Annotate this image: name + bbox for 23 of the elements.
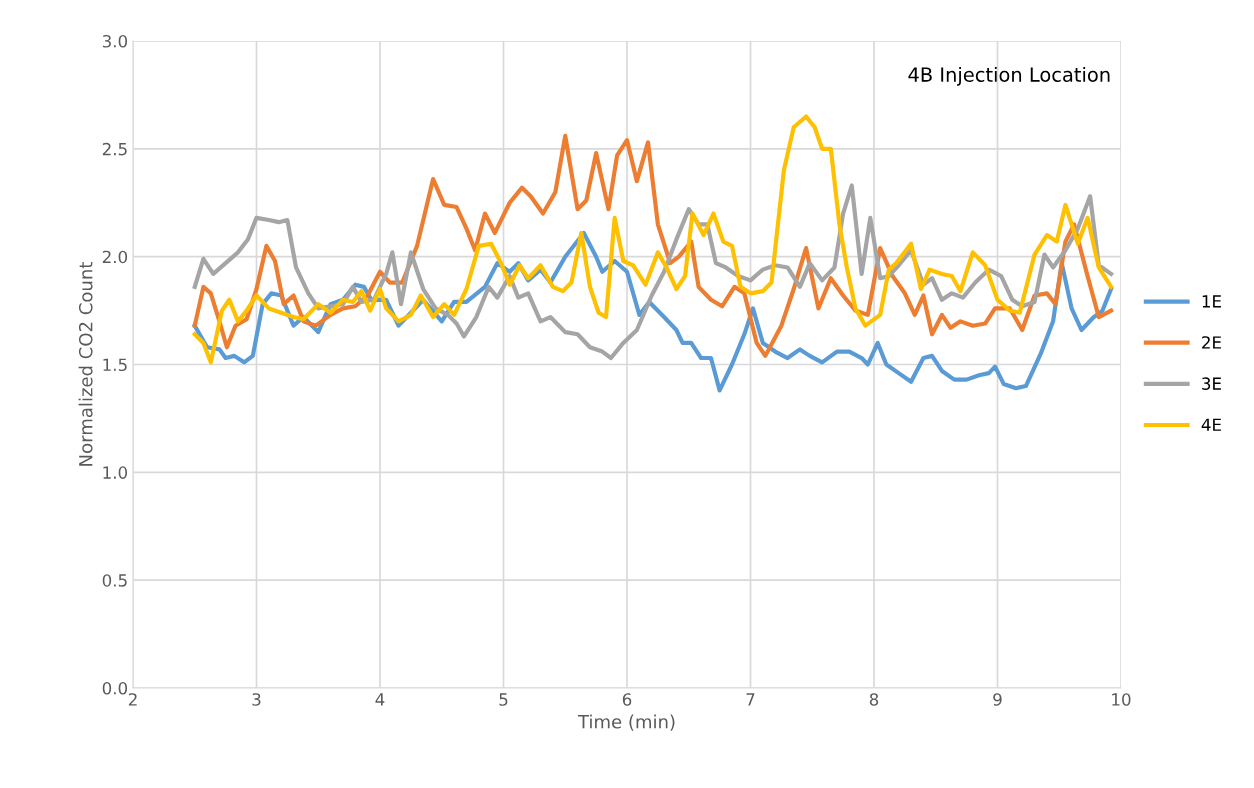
x-tick-label: 2 <box>128 693 137 706</box>
x-tick-label: 5 <box>499 693 508 706</box>
x-tick-label: 4 <box>375 693 385 706</box>
text: 4B Injection Location <box>908 66 1110 86</box>
x-axis-title: Time (min) <box>577 714 675 731</box>
y-tick-label: 0.0 <box>102 681 128 695</box>
y-tick-label: 2.0 <box>102 250 128 264</box>
y-tick-label: 3.0 <box>102 34 128 48</box>
y-tick-label: 2.5 <box>102 142 127 156</box>
legend-label: 4E <box>1201 418 1221 431</box>
x-tick-label: 8 <box>869 693 879 706</box>
legend-label: 1E <box>1202 295 1221 308</box>
legend-label: 2E <box>1202 336 1221 349</box>
y-axis-title: Normalized CO2 Count <box>78 262 93 466</box>
y-tick-label: 1.0 <box>103 466 128 479</box>
x-tick-label: 3 <box>252 693 261 706</box>
x-tick-label: 9 <box>993 693 1002 706</box>
y-tick-label: 1.5 <box>103 358 127 372</box>
x-tick-label: 10 <box>1112 693 1131 706</box>
y-tick-label: 0.5 <box>102 574 127 587</box>
x-tick-label: 7 <box>746 693 755 706</box>
x-tick-label: 6 <box>622 693 632 706</box>
legend-label: 3E <box>1202 377 1221 390</box>
